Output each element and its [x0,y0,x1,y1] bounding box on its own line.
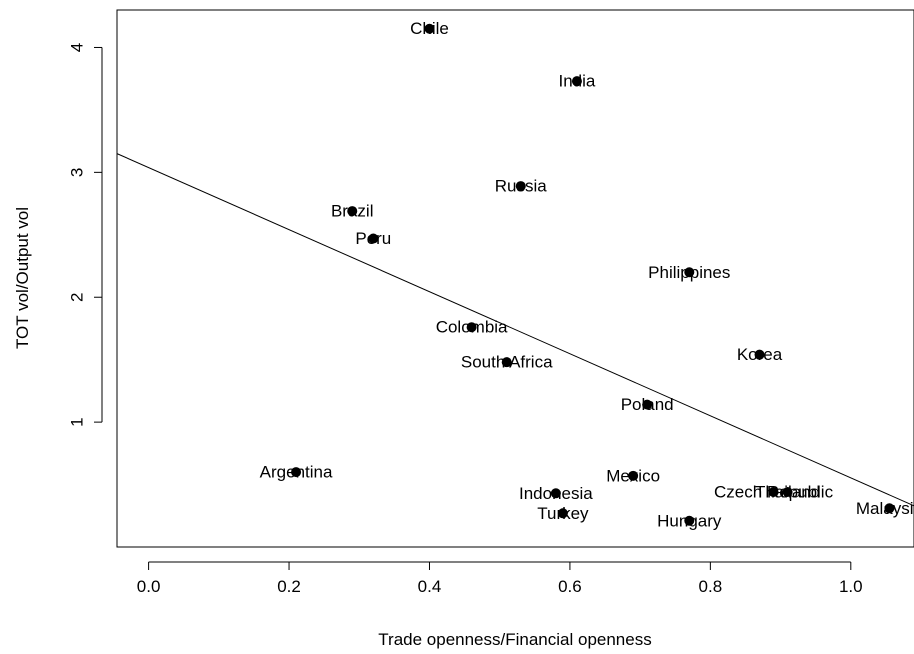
plot-frame [116,9,914,548]
data-point [347,206,358,217]
x-axis-title: Trade openness/Financial openness [378,630,651,649]
data-point [642,399,653,410]
point-label: Philippines [648,263,730,282]
regression-line [116,153,914,507]
point-label: Argentina [260,463,333,482]
x-tick-label: 0.4 [418,577,442,596]
x-tick-label: 0.6 [558,577,582,596]
point-label: Peru [355,229,391,248]
point-label: Colombia [436,318,508,337]
y-tick-label: 2 [67,292,86,301]
point-label: Russia [495,177,548,196]
data-point [884,503,895,514]
point-label: Hungary [657,511,722,530]
data-point [291,467,302,478]
data-point [550,488,561,499]
x-axis: 0.0 0.2 0.4 0.6 0.8 1.0 [137,561,863,596]
point-label: Czech Republic [714,483,834,502]
point-label: South Africa [461,353,553,372]
point-label: Poland [621,395,674,414]
data-point [782,487,793,498]
data-point [557,508,568,519]
x-tick-label: 1.0 [839,577,863,596]
data-point [754,349,765,360]
points-layer: Chile India Russia Brazil Peru Philippines Col… [260,19,914,530]
data-point [424,23,435,34]
data-point [768,487,779,498]
y-tick-label: 4 [67,43,86,52]
point-label: Mexico [606,466,660,485]
point-label: Chile [410,19,449,38]
point-label: Malaysia [856,499,914,518]
x-tick-label: 0.2 [277,577,301,596]
y-tick-label: 3 [67,168,86,177]
point-label: Turkey [537,504,589,523]
data-point [515,181,526,192]
data-point [466,322,477,333]
point-label: Thailand [755,483,820,502]
point-label: Brazil [331,202,374,221]
point-label: India [559,72,596,91]
data-point [684,515,695,526]
data-point [684,267,695,278]
data-point [368,233,379,244]
data-point [628,470,639,481]
point-label: Indonesia [519,484,593,503]
fit-line-layer [116,153,914,507]
y-axis: 1 2 3 4 [67,43,103,427]
data-point [571,76,582,87]
x-tick-label: 0.8 [699,577,723,596]
point-label: Korea [737,345,783,364]
y-axis-title: TOT vol/Output vol [13,207,32,349]
y-tick-label: 1 [67,417,86,426]
x-tick-label: 0.0 [137,577,161,596]
data-point [501,357,512,368]
